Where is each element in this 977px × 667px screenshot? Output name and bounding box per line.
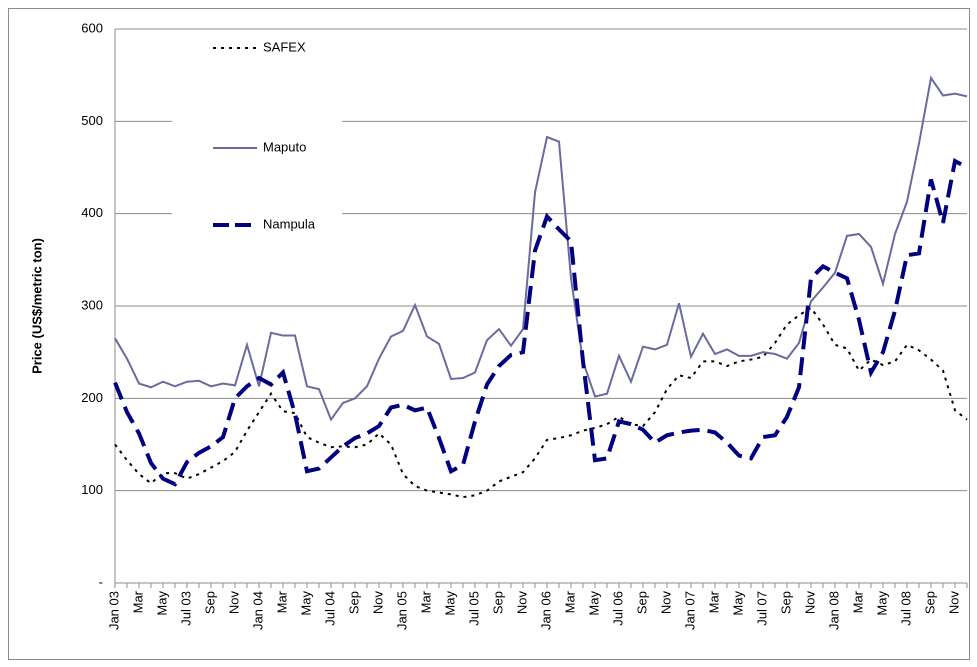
series-line: [114, 75, 968, 422]
x-tick-label: May: [586, 591, 601, 616]
y-tick-label: 500: [81, 113, 103, 128]
x-tick-label: Jan 06: [538, 591, 553, 630]
chart-frame: [8, 8, 970, 660]
x-tick-label: May: [874, 591, 889, 616]
x-tick-label: Nov: [658, 591, 673, 615]
x-tick-label: May: [730, 591, 745, 616]
legend-label: SAFEX: [263, 39, 306, 54]
y-tick-label: 300: [81, 297, 103, 312]
y-tick-label: -: [99, 574, 103, 589]
legend-label: Maputo: [263, 139, 306, 154]
x-tick-label: Mar: [418, 590, 433, 613]
x-tick-label: May: [442, 591, 457, 616]
x-tick-label: Jul 05: [466, 591, 481, 626]
x-tick-label: Nov: [946, 591, 961, 615]
x-tick-label: Mar: [274, 590, 289, 613]
x-tick-label: Sep: [202, 591, 217, 614]
y-tick-label: 600: [81, 20, 103, 35]
x-tick-label: Mar: [850, 590, 865, 613]
x-tick-label: Nov: [514, 591, 529, 615]
y-axis-label: Price (US$/metric ton): [29, 238, 44, 374]
x-tick-label: Jan 07: [682, 591, 697, 630]
series-line: [113, 157, 968, 487]
series-line: [114, 306, 968, 499]
x-tick-label: Mar: [130, 590, 145, 613]
y-tick-label: 100: [81, 482, 103, 497]
x-tick-label: Jan 04: [250, 591, 265, 630]
x-tick-label: Nov: [226, 591, 241, 615]
x-tick-label: Jul 04: [322, 591, 337, 626]
x-tick-label: Sep: [634, 591, 649, 614]
x-tick-label: Nov: [802, 591, 817, 615]
x-tick-label: May: [298, 591, 313, 616]
x-tick-label: Sep: [490, 591, 505, 614]
x-tick-label: May: [154, 591, 169, 616]
x-tick-label: Sep: [346, 591, 361, 614]
x-tick-label: Jan 05: [394, 591, 409, 630]
y-tick-label: 200: [81, 390, 103, 405]
x-tick-label: Sep: [922, 591, 937, 614]
x-tick-label: Jul 06: [610, 591, 625, 626]
x-tick-label: Nov: [370, 591, 385, 615]
x-tick-label: Jan 08: [826, 591, 841, 630]
x-tick-label: Mar: [562, 590, 577, 613]
x-tick-label: Jan 03: [106, 591, 121, 630]
x-tick-label: Sep: [778, 591, 793, 614]
x-tick-label: Jul 03: [178, 591, 193, 626]
x-tick-label: Jul 07: [754, 591, 769, 626]
y-tick-label: 400: [81, 205, 103, 220]
x-tick-label: Jul 08: [898, 591, 913, 626]
legend-label: Nampula: [263, 216, 316, 231]
x-tick-label: Mar: [706, 590, 721, 613]
legend-box: [172, 36, 342, 246]
